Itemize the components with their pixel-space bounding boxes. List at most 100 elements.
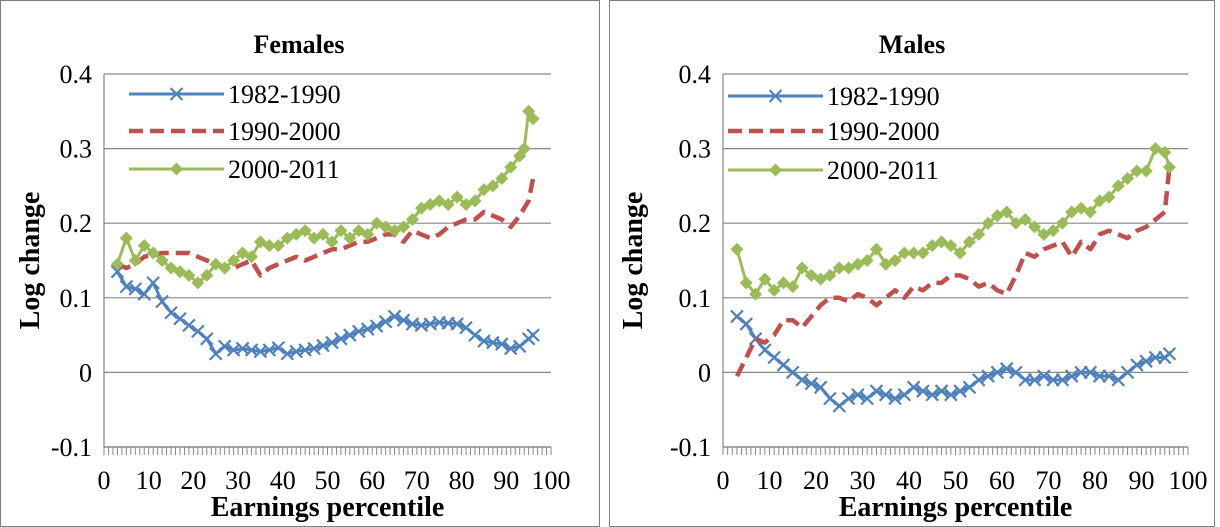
data-point	[1120, 365, 1135, 380]
data-point	[325, 335, 339, 350]
data-point	[953, 246, 967, 260]
series-1982-1990	[110, 264, 540, 361]
data-point	[271, 341, 286, 355]
data-point	[468, 194, 482, 208]
data-point	[1148, 142, 1162, 156]
data-point	[767, 350, 781, 365]
data-point	[200, 268, 214, 282]
chart-title: Males	[879, 30, 945, 59]
y-tick-label: 0	[698, 358, 711, 387]
chart-title: Females	[254, 30, 345, 59]
data-point	[526, 112, 540, 126]
data-point	[486, 179, 500, 193]
data-point	[832, 399, 847, 413]
data-point	[218, 261, 232, 275]
data-point	[1064, 369, 1079, 383]
data-point	[1083, 205, 1097, 219]
data-point	[170, 162, 183, 176]
data-point	[768, 89, 783, 103]
data-point	[739, 317, 754, 331]
data-point	[1111, 373, 1126, 387]
data-point	[990, 365, 1005, 380]
x-tick-label: 0	[98, 466, 111, 495]
legend-label: 2000-2011	[827, 156, 939, 185]
data-point	[869, 242, 883, 256]
legend: 1982-1990 1990-2000 2000-2011	[728, 82, 940, 185]
data-point	[450, 190, 464, 204]
data-point	[182, 268, 196, 282]
x-tick-label: 50	[315, 466, 341, 495]
data-point	[804, 376, 819, 391]
data-point	[378, 314, 393, 329]
data-point	[758, 272, 772, 286]
data-point	[343, 231, 357, 245]
data-point	[155, 254, 169, 267]
data-point	[468, 328, 482, 342]
data-point	[1065, 205, 1079, 219]
data-point	[1046, 224, 1060, 238]
data-point	[405, 212, 419, 226]
y-tick-label: 0.3	[60, 135, 93, 164]
data-point	[387, 309, 402, 324]
data-point	[441, 198, 455, 212]
x-tick-label: 90	[493, 466, 519, 495]
data-point	[495, 171, 509, 185]
data-point	[1158, 145, 1172, 159]
x-tick-label: 70	[404, 466, 430, 495]
data-point	[999, 361, 1014, 376]
data-point	[119, 231, 133, 245]
data-point	[517, 142, 531, 156]
series-1990-2000	[116, 177, 536, 278]
data-point	[907, 246, 921, 260]
data-point	[730, 309, 744, 324]
females-chart-panel: -0.1 0 0.1 0.2 0.3 0.4 0 10 20 30 40 50 60 70 80 90 100 F…	[0, 0, 600, 527]
data-point	[146, 246, 160, 260]
data-point	[934, 384, 949, 398]
x-tick-label: 30	[850, 466, 876, 495]
series-2000-2011	[110, 104, 540, 290]
x-tick-label: 100	[532, 466, 571, 495]
data-point	[325, 235, 339, 249]
legend-item: 1982-1990	[728, 82, 940, 111]
x-minor-ticks	[722, 447, 1189, 455]
data-point	[450, 317, 464, 331]
data-point	[1009, 216, 1023, 230]
data-point	[1121, 171, 1135, 185]
data-point	[1111, 179, 1125, 193]
data-point	[1102, 190, 1116, 204]
data-point	[851, 257, 865, 271]
data-point	[1162, 160, 1176, 174]
x-tick-label: 90	[1129, 466, 1155, 495]
data-point	[245, 250, 259, 264]
data-point	[271, 239, 285, 253]
data-point	[916, 246, 930, 260]
data-point	[758, 343, 772, 357]
data-point	[925, 388, 940, 402]
x-tick-label: 40	[270, 466, 296, 495]
y-tick-label: 0	[79, 358, 92, 387]
data-point	[217, 339, 232, 354]
data-point	[173, 311, 187, 326]
data-point	[972, 227, 986, 241]
data-point	[1055, 373, 1070, 387]
y-tick-label: 0.1	[679, 284, 712, 313]
data-point	[504, 160, 518, 174]
data-point	[1162, 346, 1177, 361]
data-point	[262, 239, 276, 253]
legend-label: 1990-2000	[827, 117, 940, 146]
x-tick-label: 20	[803, 466, 829, 495]
data-point	[804, 268, 818, 282]
x-tick-label: 10	[757, 466, 783, 495]
y-tick-label: 0.1	[60, 284, 93, 313]
data-point	[823, 391, 837, 406]
y-tick-label: -0.1	[51, 433, 92, 462]
data-point	[343, 328, 357, 342]
data-point	[869, 384, 884, 398]
y-tick-label: 0.4	[60, 60, 93, 89]
y-tick-label: 0.4	[679, 60, 712, 89]
data-point	[1018, 212, 1032, 226]
data-point	[298, 224, 312, 238]
data-point	[128, 254, 142, 267]
data-point	[1102, 369, 1116, 383]
data-point	[749, 287, 763, 301]
